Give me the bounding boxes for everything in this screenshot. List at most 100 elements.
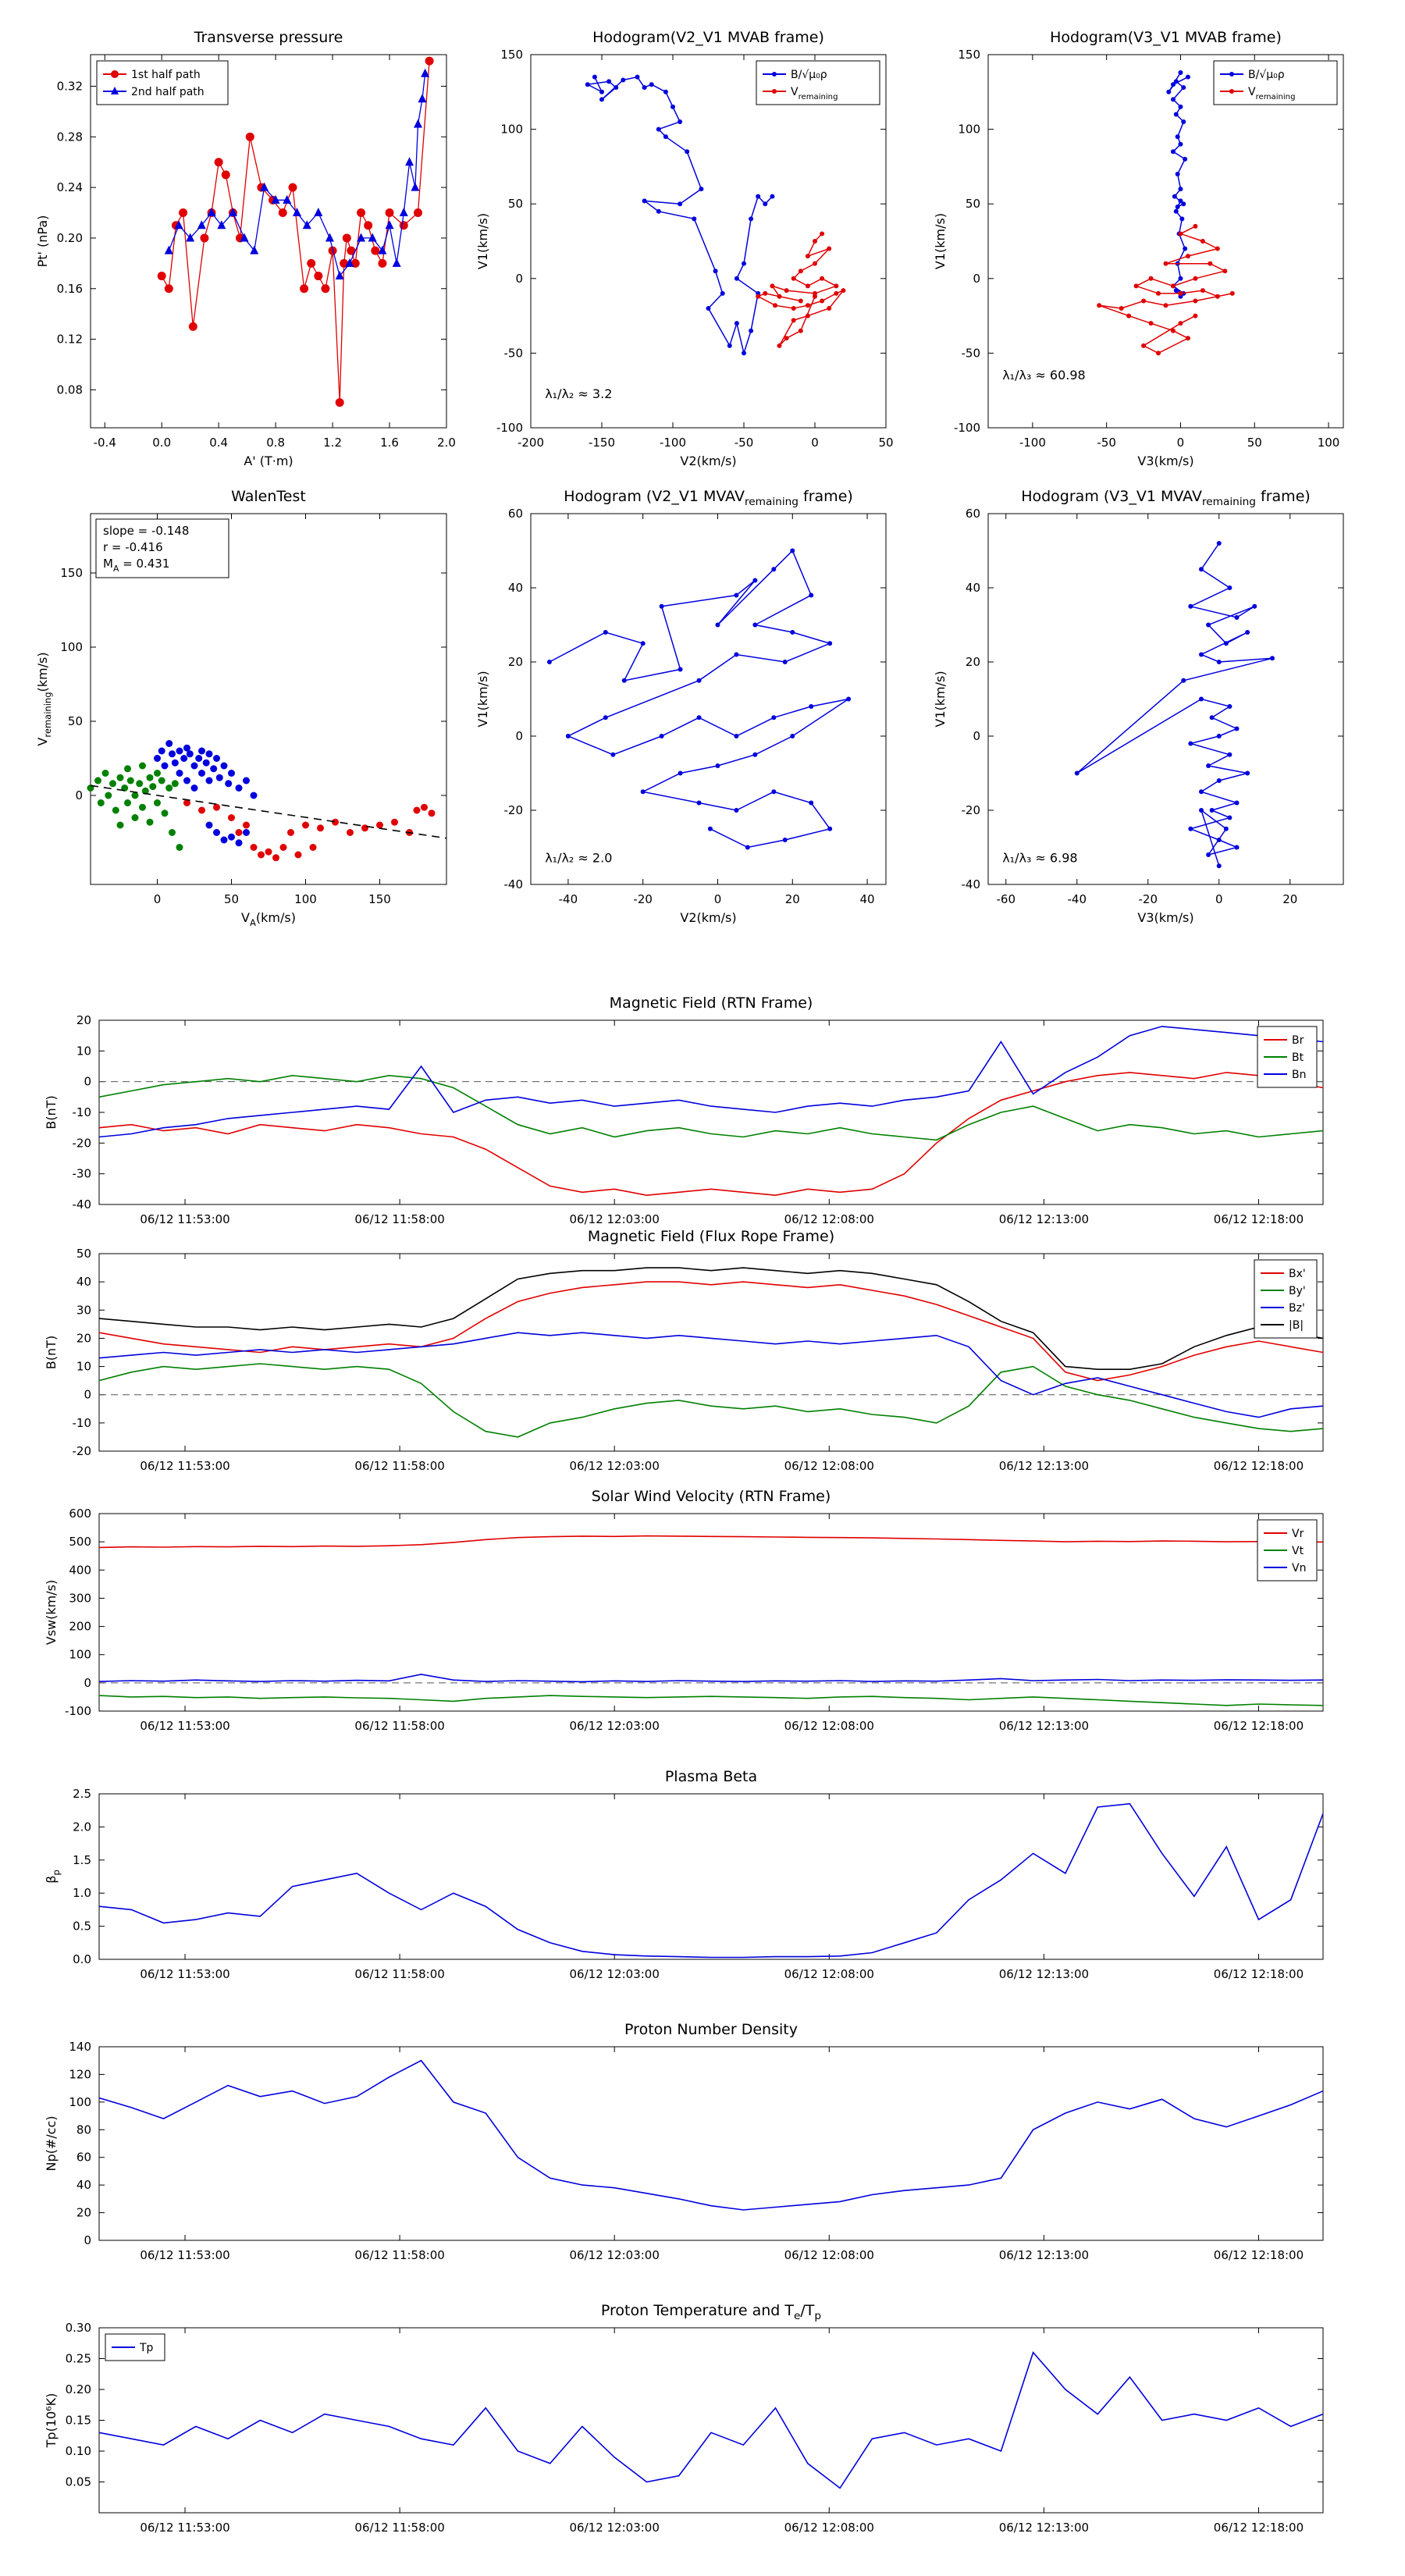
legend: B/√μ₀ρ Vremaining: [756, 60, 880, 105]
x-tick-label: 06/12 12:03:00: [570, 1212, 660, 1226]
dot-marker: [265, 848, 272, 856]
dot-marker: [1209, 715, 1215, 720]
dot-marker: [621, 77, 626, 83]
dot-marker: [756, 294, 761, 299]
dot-marker: [1229, 72, 1234, 76]
dot-marker: [752, 622, 758, 628]
dot-marker: [663, 89, 668, 94]
x-tick-label: 0: [154, 892, 162, 906]
triangle-marker: [260, 182, 269, 191]
triangle-marker: [421, 68, 430, 77]
dot-marker: [1178, 104, 1183, 109]
x-tick-label: 06/12 12:08:00: [784, 1459, 874, 1473]
dot-marker: [745, 845, 750, 850]
dot-marker: [1183, 156, 1188, 162]
triangle-marker: [418, 94, 427, 103]
plot-frame: [98, 1019, 1324, 1205]
dot-marker: [1185, 254, 1190, 259]
y-tick-label: 50: [508, 197, 523, 211]
dot-marker: [752, 578, 758, 583]
x-tick-label: 50: [224, 892, 239, 906]
dot-marker: [176, 770, 183, 777]
panel-proton-temp: 06/12 11:53:00 06/12 11:58:00 06/12 12:03:…: [44, 2302, 1324, 2535]
triangle-marker: [405, 157, 414, 166]
dot-marker: [428, 809, 436, 817]
info-box-line: r = -0.416: [103, 540, 163, 554]
dot-marker: [1097, 303, 1102, 308]
dot-marker: [790, 630, 795, 635]
y-tick-label: -40: [73, 1197, 92, 1212]
markers-V-mvav: [546, 548, 852, 850]
dot-marker: [1148, 276, 1154, 281]
dot-marker: [827, 306, 832, 311]
triangle-marker: [368, 233, 377, 242]
dot-marker: [179, 208, 188, 218]
y-tick-label: 0.28: [57, 130, 83, 144]
y-tick-label: 150: [958, 48, 980, 62]
x-tick-label: 0.4: [209, 436, 228, 450]
x-tick-label: 06/12 12:13:00: [999, 2521, 1089, 2535]
legend-label: Vn: [1292, 1562, 1306, 1574]
dot-marker: [1183, 246, 1188, 251]
x-tick-label: -60: [997, 892, 1016, 906]
dot-marker: [1199, 789, 1204, 795]
dot-marker: [1252, 603, 1257, 609]
dot-marker: [235, 785, 243, 792]
x-tick-label: 0: [811, 436, 819, 450]
y-tick-label: 0.16: [57, 282, 83, 296]
dot-marker: [1178, 321, 1183, 326]
dot-marker: [621, 678, 627, 683]
dot-marker: [139, 762, 146, 770]
dot-marker: [158, 777, 165, 785]
dot-marker: [279, 844, 287, 851]
x-tick-label: 0: [1215, 892, 1223, 906]
dot-marker: [1181, 678, 1186, 683]
dot-marker: [243, 821, 250, 829]
y-tick-label: 100: [69, 1648, 91, 1662]
y-tick-label: 1.5: [73, 1853, 91, 1867]
info-box-line: MA = 0.431: [103, 557, 169, 574]
legend-label: Bt: [1292, 1051, 1304, 1064]
dot-marker: [846, 696, 852, 702]
y-tick-label: 0: [75, 788, 83, 802]
x-tick-label: -0.4: [94, 436, 116, 450]
dot-marker: [734, 652, 739, 657]
legend-label: Vremaining: [1248, 86, 1295, 101]
panel-hodogram-v3v1-mvab: -100 -50 0 50 100 -100 -50 0 50 100 150 λ₁/λ₃ ≈ 60.…: [933, 29, 1344, 468]
markers-V-mvav: [1074, 541, 1275, 869]
y-tick-label: -20: [73, 1136, 92, 1150]
x-tick-label: 06/12 11:53:00: [140, 2248, 229, 2262]
dot-marker: [599, 89, 604, 94]
triangle-marker: [378, 245, 387, 254]
dot-marker: [670, 104, 675, 109]
triangle-marker: [357, 233, 366, 242]
dot-marker: [146, 774, 154, 781]
y-tick-label: 40: [966, 581, 980, 595]
y-tick-label: 0.25: [66, 2352, 91, 2366]
dot-marker: [309, 844, 317, 851]
dot-marker: [585, 82, 590, 87]
dot-marker: [734, 592, 739, 598]
x-tick-label: 06/12 11:58:00: [354, 1719, 444, 1733]
dot-marker: [116, 774, 124, 781]
panel-proton-density: 06/12 11:53:00 06/12 11:58:00 06/12 12:03:…: [44, 2021, 1324, 2262]
dot-marker: [342, 233, 351, 243]
dot-marker: [183, 744, 190, 752]
series-beta: [98, 1802, 1324, 1959]
plot-frame: [98, 1253, 1324, 1452]
dot-marker: [685, 149, 690, 155]
dot-marker: [332, 818, 339, 826]
dot-marker: [742, 261, 746, 266]
dot-marker: [763, 290, 768, 296]
y-tick-label: 200: [69, 1620, 91, 1634]
dot-marker: [1126, 313, 1132, 318]
dot-marker: [749, 216, 754, 222]
y-tick-label: 0: [84, 1388, 91, 1402]
x-axis-label: V3(km/s): [1137, 454, 1193, 468]
dot-marker: [1234, 800, 1240, 806]
dot-marker: [790, 734, 795, 738]
dot-marker: [1188, 826, 1193, 831]
dot-marker: [300, 284, 309, 294]
x-tick-label: -40: [1068, 892, 1087, 906]
y-tick-label: 20: [76, 1331, 91, 1345]
